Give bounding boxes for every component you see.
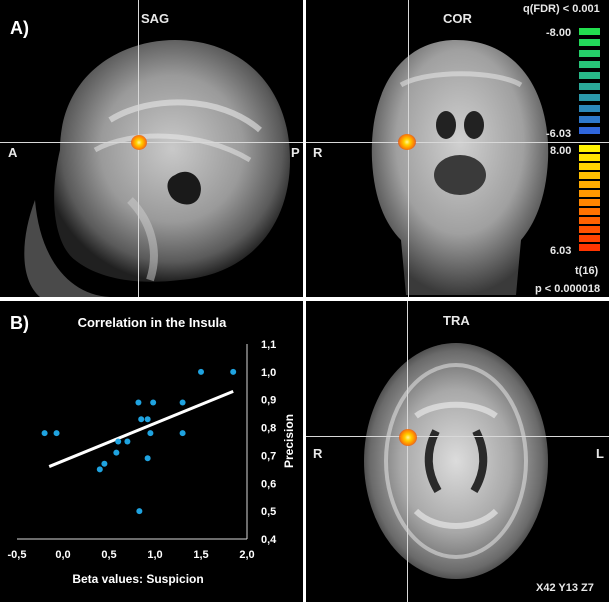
colorbar-positive-swatch — [579, 208, 600, 215]
y-tick-label: 0,8 — [261, 423, 276, 435]
x-tick-label: 1,5 — [193, 549, 208, 561]
transverse-brain-image — [364, 343, 548, 579]
panel-a-label: A) — [10, 18, 29, 38]
colorbar-negative-swatch — [579, 105, 600, 112]
correlation-scatter-chart: Correlation in the Insula Beta values: S… — [8, 315, 296, 586]
scatter-point — [144, 416, 151, 423]
colorbar-positive-swatch — [579, 235, 600, 242]
coronal-title: COR — [443, 11, 472, 26]
points — [41, 368, 237, 515]
coordinates-readout: X42 Y13 Z7 — [536, 582, 594, 594]
y-tick-label: 0,4 — [261, 534, 277, 546]
y-tick-label: 1,0 — [261, 367, 276, 379]
sagittal-anterior-label: A — [8, 145, 18, 160]
transverse-left-label: L — [596, 446, 604, 461]
x-tick-label: 0,5 — [101, 549, 116, 561]
scatter-point — [230, 368, 237, 375]
colorbar-positive-swatch — [579, 154, 600, 161]
transverse-panel: TRA R L X42 Y13 Z7 — [306, 301, 609, 602]
colorbar-positive-swatch — [579, 163, 600, 170]
scatter-point — [136, 508, 143, 515]
x-tick-label: -0,5 — [8, 549, 27, 561]
scatter-point — [144, 455, 151, 462]
colorbar-positive-max: 8.00 — [550, 145, 572, 157]
colorbar-positive-swatch — [579, 199, 600, 206]
x-axis-label: Beta values: Suspicion — [72, 572, 203, 586]
colorbar-positive-swatch — [579, 217, 600, 224]
colorbar-positive-swatch — [579, 190, 600, 197]
colorbar-positive-swatch — [579, 172, 600, 179]
colorbar-stat-label: t(16) — [575, 265, 599, 277]
transverse-right-label: R — [313, 446, 323, 461]
scatter-point — [101, 460, 108, 467]
colorbar-positive-min: 6.03 — [550, 245, 572, 257]
coronal-panel: COR R — [306, 0, 609, 297]
transverse-activation-blob — [399, 429, 417, 446]
y-axis-label: Precision — [282, 414, 296, 468]
coronal-brain-image — [371, 40, 549, 295]
colorbar-negative-max: -8.00 — [546, 27, 572, 39]
scatter-point — [53, 430, 60, 437]
colorbar-negative-swatch — [579, 39, 600, 46]
colorbar-positive-swatch — [579, 145, 600, 152]
scatter-point — [150, 399, 157, 406]
sagittal-brain-image — [24, 40, 290, 297]
colorbar-negative-swatch — [579, 116, 600, 123]
coronal-activation-blob — [398, 134, 416, 150]
y-tick-label: 0,5 — [261, 506, 276, 518]
scatter-point — [113, 449, 120, 456]
y-tick-label: 0,9 — [261, 395, 276, 407]
y-tick-label: 1,1 — [261, 339, 276, 351]
scatter-point — [41, 430, 48, 437]
colorbar-positive-swatch — [579, 226, 600, 233]
colorbar-negative-swatch — [579, 83, 600, 90]
x-tick-label: 1,0 — [147, 549, 162, 561]
sagittal-posterior-label: P — [291, 145, 300, 160]
transverse-title: TRA — [443, 313, 470, 328]
correlation-panel: B) Correlation in the Insula Beta values… — [0, 301, 303, 602]
colorbar-negative-swatch — [579, 72, 600, 79]
scatter-point — [147, 430, 154, 437]
x-tick-label: 0,0 — [55, 549, 70, 561]
colorbar-negative-swatch — [579, 94, 600, 101]
colorbar-negative-swatch — [579, 61, 600, 68]
scatter-point — [179, 430, 186, 437]
colorbar-negative-swatch — [579, 28, 600, 35]
coronal-right-label: R — [313, 145, 323, 160]
sagittal-panel: A) SAG A P — [0, 0, 303, 297]
y-tick-label: 0,7 — [261, 450, 276, 462]
colorbar-negative-min: -6.03 — [546, 128, 572, 140]
scatter-point — [135, 399, 142, 406]
x-ticks: -0,5 0,0 0,5 1,0 1,5 2,0 — [8, 549, 255, 561]
coronal-crosshair-horizontal — [306, 142, 609, 143]
x-tick-label: 2,0 — [239, 549, 254, 561]
colorbar-positive-swatch — [579, 244, 600, 251]
colorbar-positive-swatch — [579, 181, 600, 188]
colorbar-p-value: p < 0.000018 — [535, 283, 601, 295]
transverse-crosshair-vertical — [407, 301, 408, 602]
y-ticks: 0,4 0,5 0,6 0,7 0,8 0,9 1,0 1,1 — [261, 339, 277, 546]
transverse-crosshair-horizontal — [306, 436, 609, 437]
colorbar-negative-swatch — [579, 127, 600, 134]
colorbar-header: q(FDR) < 0.001 — [523, 3, 600, 15]
colorbar-negative-swatch — [579, 50, 600, 57]
trendline — [48, 389, 234, 468]
scatter-point — [124, 438, 131, 445]
scatter-point — [96, 466, 103, 473]
scatter-point — [179, 399, 186, 406]
panel-b-label: B) — [10, 313, 29, 333]
sagittal-activation-blob — [131, 135, 147, 150]
sagittal-title: SAG — [141, 11, 170, 26]
chart-title: Correlation in the Insula — [78, 315, 228, 330]
scatter-point — [198, 368, 204, 375]
sagittal-crosshair-horizontal — [0, 142, 303, 143]
scatter-point — [138, 416, 145, 423]
y-tick-label: 0,6 — [261, 478, 276, 490]
scatter-point — [115, 438, 122, 445]
